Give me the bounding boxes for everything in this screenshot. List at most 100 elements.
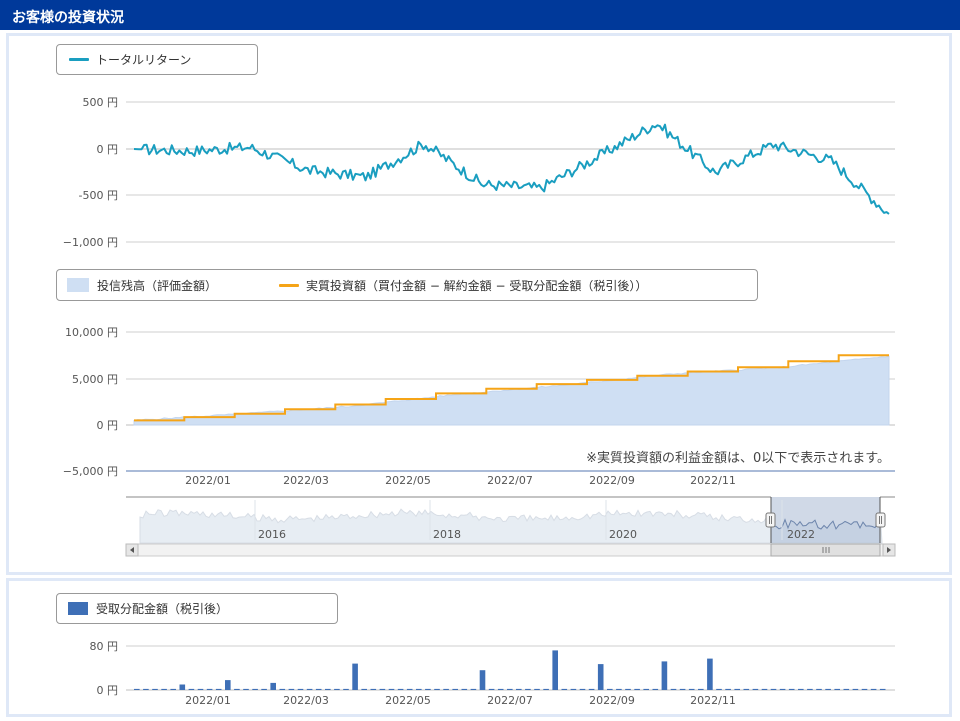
x-axis-label: 2022/07 bbox=[487, 474, 533, 487]
distribution-bar bbox=[197, 688, 204, 690]
distribution-bar bbox=[834, 688, 840, 690]
distribution-bar bbox=[870, 688, 877, 690]
distribution-bar bbox=[134, 688, 140, 690]
distribution-bar bbox=[188, 688, 195, 690]
distribution-bar bbox=[297, 688, 304, 690]
balance-y-tick: 10,000 円 bbox=[65, 326, 118, 339]
scroll-right-button[interactable] bbox=[882, 543, 896, 557]
distribution-bar bbox=[161, 688, 167, 690]
distribution-bar bbox=[597, 664, 604, 690]
invested-legend-item[interactable]: 実質投資額（買付金額 − 解約金額 − 受取分配金額（税引後）） bbox=[279, 270, 647, 300]
distribution-bar bbox=[788, 688, 795, 690]
invested-series-line bbox=[134, 354, 889, 422]
navigator-year-label: 2016 bbox=[258, 528, 286, 541]
x-axis-label: 2022/03 bbox=[283, 694, 329, 707]
distribution-bar bbox=[798, 688, 804, 690]
scroll-right-arrow-icon bbox=[887, 547, 891, 553]
x-axis-label: 2022/05 bbox=[385, 694, 431, 707]
distribution-bar bbox=[497, 688, 504, 690]
distribution-bar bbox=[625, 688, 631, 690]
navigator-left-handle[interactable] bbox=[765, 512, 776, 528]
page-header: お客様の投資状況 bbox=[0, 0, 960, 30]
distribution-bar bbox=[634, 688, 640, 690]
distribution-bar bbox=[152, 688, 158, 690]
range-navigator[interactable]: 2016 2018 2020 2022 bbox=[126, 496, 895, 544]
navigator-area bbox=[139, 508, 883, 544]
distribution-bar bbox=[534, 688, 540, 690]
distribution-bar bbox=[516, 688, 522, 690]
distribution-bar bbox=[225, 680, 231, 690]
x-axis-label: 2022/09 bbox=[589, 474, 635, 487]
distribution-bar bbox=[461, 688, 468, 690]
balance-legend-label: 投信残高（評価金額） bbox=[97, 278, 218, 293]
distribution-bar bbox=[752, 688, 759, 690]
distribution-legend[interactable]: 受取分配金額（税引後） bbox=[56, 593, 338, 624]
distribution-bars bbox=[134, 650, 886, 690]
total-return-legend[interactable]: トータルリターン bbox=[56, 44, 258, 75]
distribution-bar bbox=[406, 688, 413, 690]
distribution-bar bbox=[852, 688, 859, 690]
distribution-bar bbox=[698, 688, 704, 690]
distribution-bar bbox=[561, 688, 568, 690]
scroll-thumb[interactable] bbox=[770, 543, 881, 557]
x-axis-label: 2022/03 bbox=[283, 474, 329, 487]
distribution-bar bbox=[661, 661, 668, 690]
x-axis-labels: 2022/01 2022/03 2022/05 2022/07 2022/09 2022/… bbox=[185, 694, 736, 707]
balance-legend-item[interactable]: 投信残高（評価金額） bbox=[67, 270, 217, 300]
return-y-tick: -500 円 bbox=[79, 189, 118, 202]
return-y-tick: −1,000 円 bbox=[63, 236, 118, 249]
return-y-tick: 500 円 bbox=[83, 96, 119, 109]
navigator-selected-line bbox=[772, 518, 882, 530]
navigator-right-handle[interactable] bbox=[875, 512, 886, 528]
balance-chart: 10,000 円 5,000 円 0 円 −5,000 円 ※実質投資額の利益金… bbox=[63, 326, 895, 487]
balance-y-tick: 0 円 bbox=[97, 419, 119, 432]
distribution-bar-swatch bbox=[68, 602, 88, 615]
navigator-scrollbar[interactable] bbox=[125, 543, 896, 557]
distribution-bar bbox=[643, 688, 649, 690]
distribution-y-tick: 0 円 bbox=[97, 684, 119, 697]
distribution-bar bbox=[397, 688, 404, 690]
distribution-bar bbox=[215, 688, 222, 690]
distribution-bar bbox=[688, 688, 695, 690]
distribution-bar bbox=[570, 688, 577, 690]
x-axis-label: 2022/11 bbox=[690, 474, 736, 487]
distribution-bar bbox=[707, 658, 713, 690]
distribution-bar bbox=[388, 688, 395, 690]
distribution-bar bbox=[243, 688, 249, 690]
distribution-bar bbox=[352, 663, 358, 690]
scroll-left-arrow-icon bbox=[130, 547, 134, 553]
distribution-bar bbox=[452, 688, 458, 690]
distribution-bar bbox=[252, 688, 258, 690]
x-axis-label: 2022/11 bbox=[690, 694, 736, 707]
distribution-bar bbox=[288, 688, 295, 690]
distribution-bar bbox=[170, 688, 176, 690]
scroll-left-button[interactable] bbox=[125, 543, 139, 557]
distribution-bar bbox=[679, 688, 686, 690]
distribution-bar bbox=[861, 688, 868, 690]
navigator-selected-range bbox=[771, 497, 880, 543]
distribution-bar bbox=[234, 688, 240, 690]
distribution-bar bbox=[443, 688, 449, 690]
x-axis-labels: 2022/01 2022/03 2022/05 2022/07 2022/09 2022/… bbox=[185, 474, 736, 487]
distribution-bar bbox=[315, 688, 322, 690]
total-return-chart: 500 円 0 円 -500 円 −1,000 円 bbox=[63, 96, 895, 249]
distribution-bar bbox=[416, 688, 422, 690]
distribution-bar bbox=[579, 688, 586, 690]
return-line-swatch bbox=[69, 58, 89, 61]
distribution-bar bbox=[261, 688, 267, 690]
balance-invested-legend: 投信残高（評価金額） 実質投資額（買付金額 − 解約金額 − 受取分配金額（税引… bbox=[56, 269, 758, 301]
navigator-year-label: 2018 bbox=[433, 528, 461, 541]
distribution-bar bbox=[488, 688, 495, 690]
distribution-bar bbox=[370, 688, 377, 690]
return-y-tick: 0 円 bbox=[97, 143, 119, 156]
distribution-bar bbox=[334, 688, 340, 690]
distribution-bar bbox=[179, 684, 186, 690]
distribution-bar bbox=[507, 688, 513, 690]
invested-note: ※実質投資額の利益金額は、0以下で表示されます。 bbox=[586, 450, 890, 466]
distribution-bar bbox=[425, 688, 431, 690]
balance-y-tick: 5,000 円 bbox=[72, 373, 118, 386]
x-axis-label: 2022/01 bbox=[185, 694, 231, 707]
distribution-bar bbox=[379, 688, 386, 690]
distribution-bar bbox=[434, 688, 440, 690]
distribution-chart: 80 円 0 円 2022/01 2022/03 2022/05 2022/07 202… bbox=[90, 640, 895, 707]
